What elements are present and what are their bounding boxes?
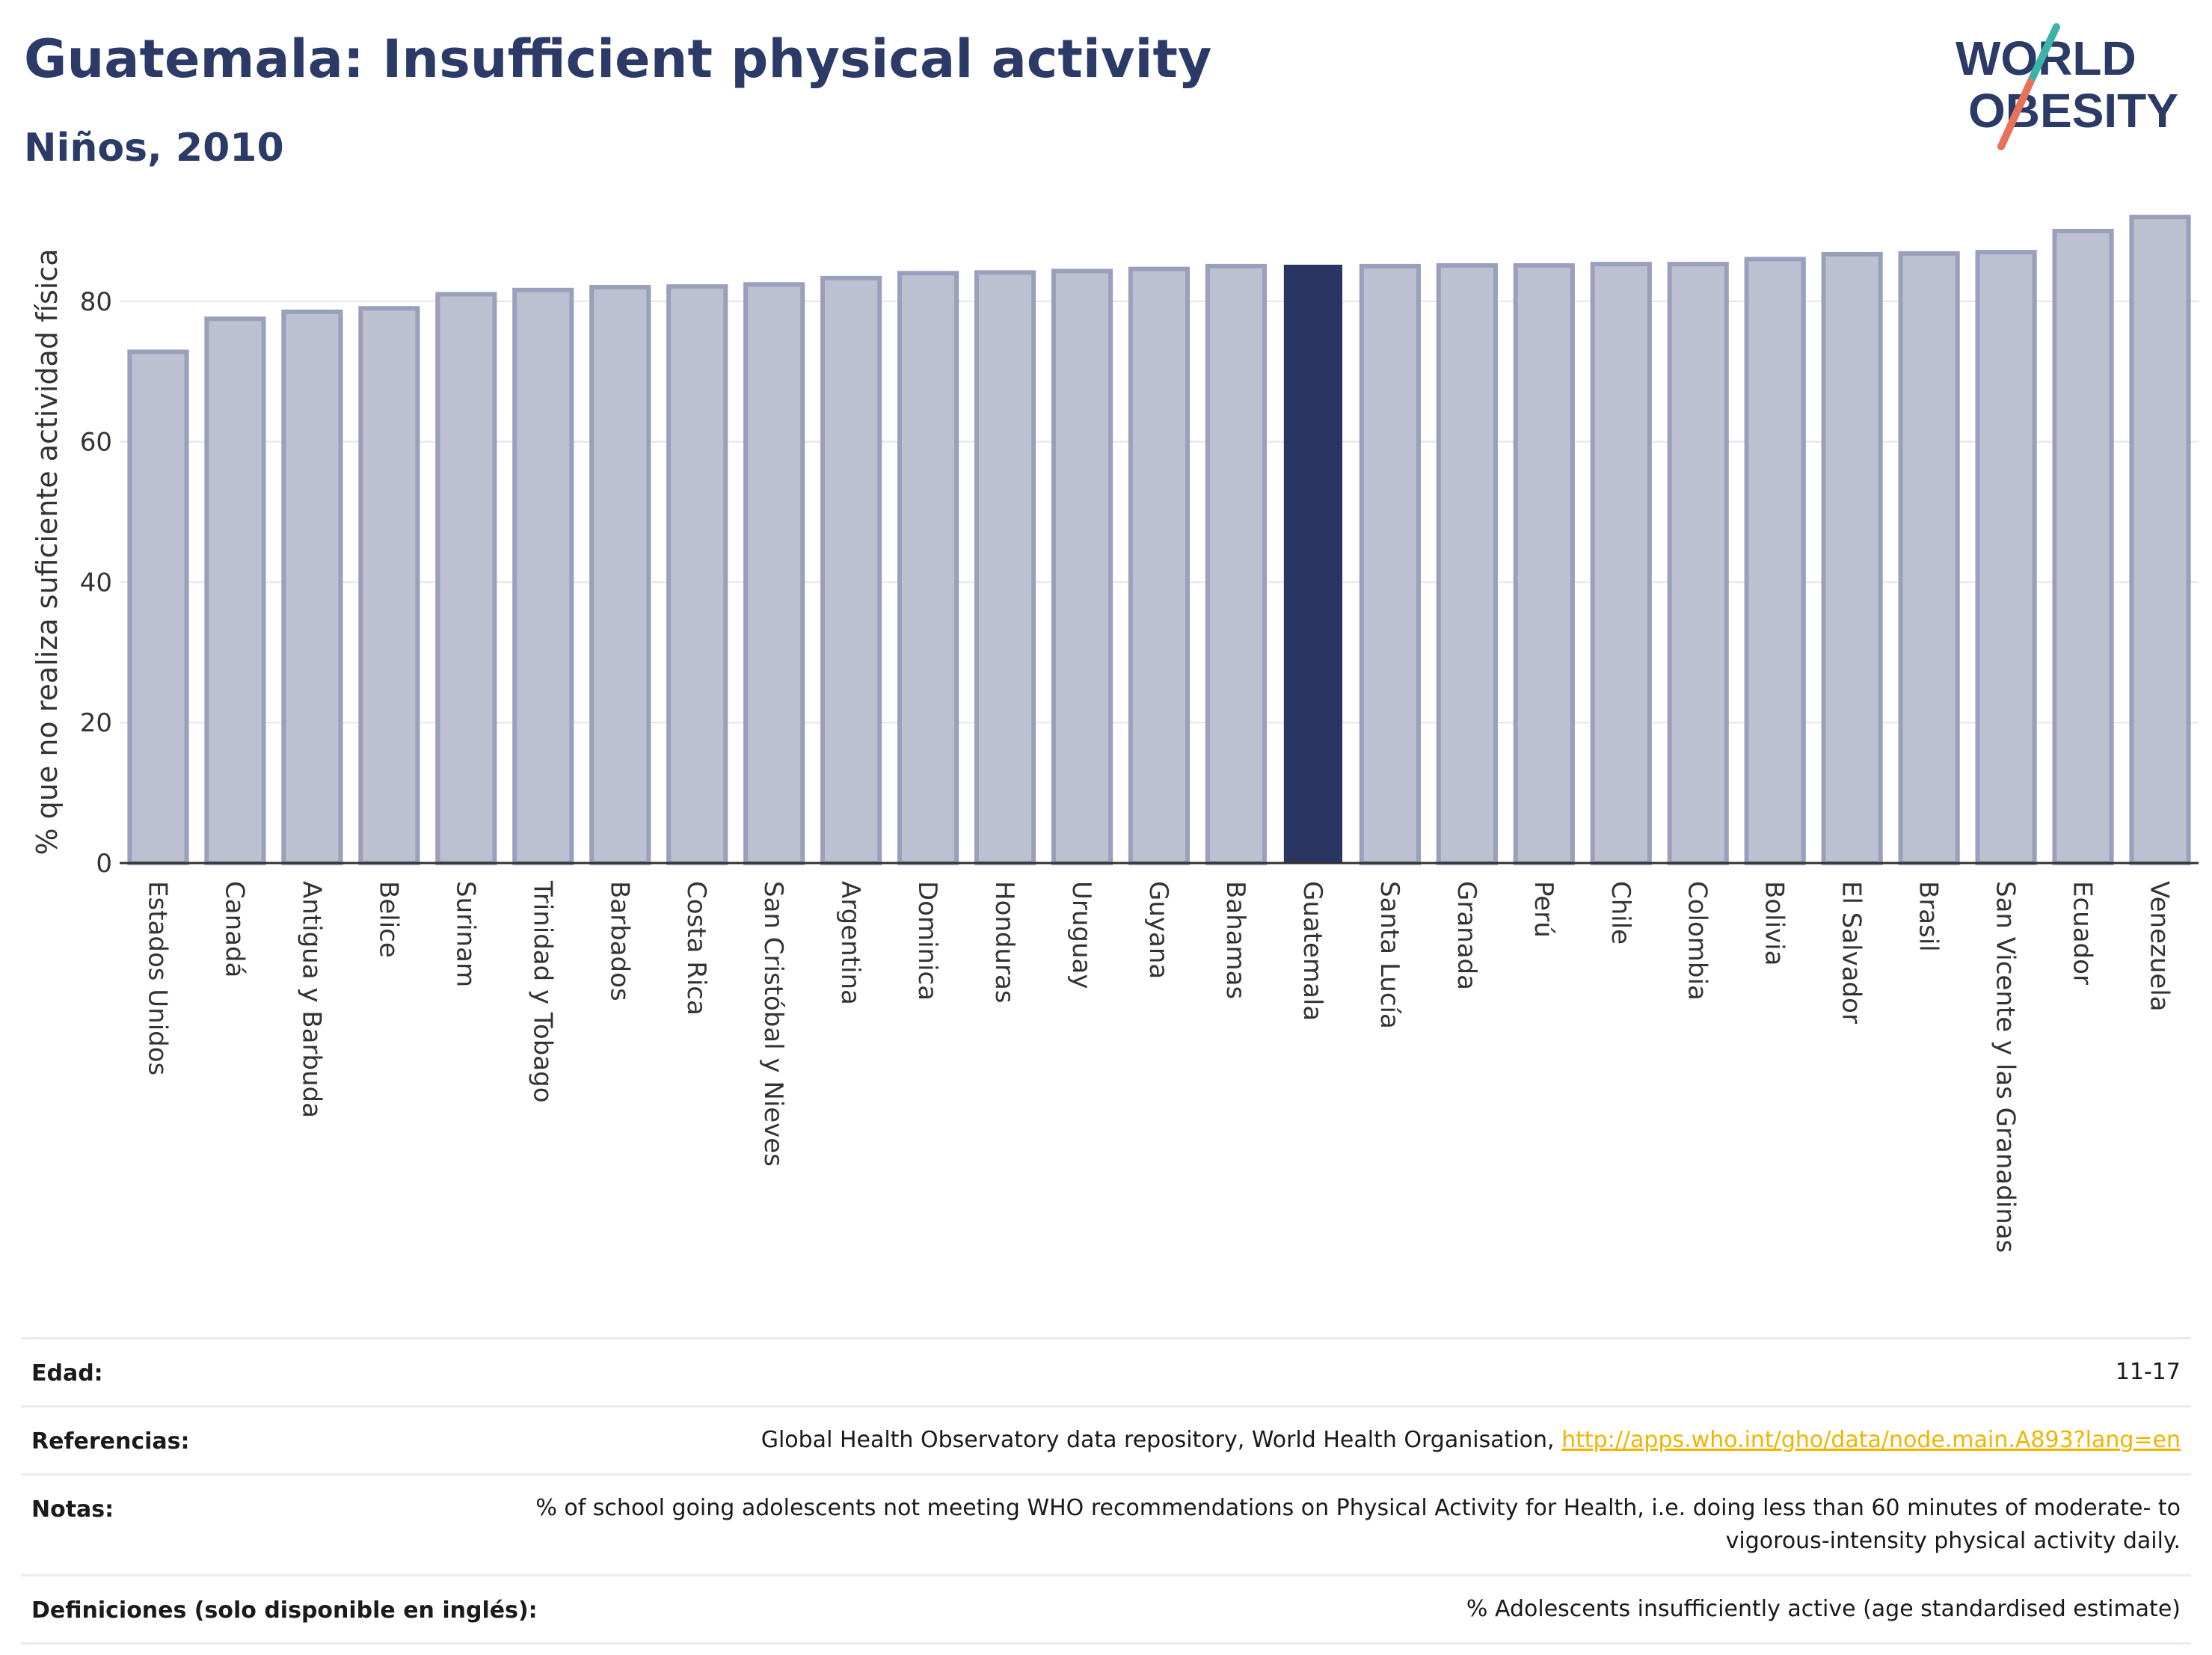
x-tick-label: Estados Unidos	[142, 881, 172, 1075]
chart-subtitle: Niños, 2010	[24, 126, 284, 171]
y-tick-label: 40	[80, 568, 112, 598]
x-tick-label: Brasil	[1914, 881, 1944, 952]
x-tick-label: San Vicente y las Granadinas	[1991, 881, 2021, 1253]
x-tick-label: Belice	[373, 881, 403, 958]
bar-canad-[interactable]	[204, 316, 266, 865]
bar-bolivia[interactable]	[1744, 257, 1806, 865]
logo-slash-bottom	[1997, 79, 2034, 150]
definiciones-label: Definiciones (solo disponible en inglés)…	[31, 1597, 538, 1624]
bar-bahamas[interactable]	[1205, 263, 1268, 866]
x-tick-label: Uruguay	[1066, 881, 1096, 989]
world-obesity-logo: WORLD OBESITY	[1956, 23, 2178, 150]
bar-el-salvador[interactable]	[1821, 251, 1883, 865]
x-tick-labels: Estados Unidos Canadá Antigua y Barbuda Bel…	[142, 880, 2174, 1253]
bar-san-vicente-y-las-granadinas[interactable]	[1975, 250, 2037, 865]
meta-row-notas: Notas: % of school going adolescents not…	[21, 1473, 2191, 1574]
bar-chart: 0 20 40 60 80 Estados Unidos Canadá Antigua y …	[31, 215, 2199, 1253]
x-tick-label: Ecuador	[2068, 881, 2098, 985]
meta-row-referencias: Referencias: Global Health Observatory d…	[21, 1405, 2191, 1473]
x-tick-label: El Salvador	[1837, 881, 1867, 1024]
x-tick-label: Canadá	[219, 881, 249, 977]
meta-row-edad: Edad: 11-17	[21, 1337, 2191, 1405]
bar-guatemala[interactable]	[1283, 264, 1343, 864]
bars	[127, 215, 2191, 866]
bar-san-crist-bal-y-nieves[interactable]	[743, 282, 805, 865]
y-tick-labels: 0 20 40 60 80	[80, 287, 112, 879]
x-tick-label: Bahamas	[1220, 881, 1250, 999]
x-tick-label: Trinidad y Tobago	[527, 880, 557, 1103]
x-tick-label: Surinam	[450, 881, 480, 987]
logo-slash-top	[2027, 23, 2060, 86]
referencias-text: Global Health Observatory data repositor…	[761, 1427, 1555, 1453]
notas-label: Notas:	[31, 1496, 114, 1523]
x-tick-label: Barbados	[604, 881, 634, 1001]
referencias-label: Referencias:	[31, 1428, 190, 1455]
bar-per-[interactable]	[1513, 262, 1575, 865]
meta-row-definiciones: Definiciones (solo disponible en inglés)…	[21, 1574, 2191, 1645]
x-tick-label: Perú	[1529, 881, 1558, 938]
bar-surinam[interactable]	[435, 292, 497, 865]
bar-estados-unidos[interactable]	[127, 349, 189, 866]
y-axis-title: % que no realiza suficiente actividad fí…	[31, 249, 64, 856]
x-tick-label: Argentina	[835, 881, 865, 1005]
bar-honduras[interactable]	[974, 270, 1036, 865]
notas-value: % of school going adolescents not meetin…	[535, 1495, 2181, 1554]
metadata-table: Edad: 11-17 Referencias: Global Health O…	[21, 1337, 2191, 1645]
bar-granada[interactable]	[1436, 262, 1498, 865]
y-tick-label: 80	[80, 287, 112, 317]
bar-dominica[interactable]	[897, 271, 959, 865]
x-tick-label: Colombia	[1683, 881, 1712, 1001]
bar-venezuela[interactable]	[2129, 215, 2191, 866]
x-tick-label: Antigua y Barbuda	[296, 881, 326, 1118]
y-tick-label: 0	[96, 849, 112, 879]
x-tick-label: Santa Lucía	[1374, 881, 1404, 1029]
bar-argentina[interactable]	[820, 275, 882, 865]
bar-costa-rica[interactable]	[666, 284, 728, 865]
x-tick-label: Dominica	[912, 881, 942, 1001]
definiciones-value: % Adolescents insufficiently active (age…	[1466, 1596, 2181, 1622]
x-tick-label: Honduras	[989, 881, 1019, 1004]
edad-label: Edad:	[31, 1360, 103, 1387]
x-tick-label: Bolivia	[1760, 881, 1789, 965]
bar-ecuador[interactable]	[2052, 228, 2114, 865]
bar-antigua-y-barbuda[interactable]	[281, 309, 343, 865]
bar-belice[interactable]	[358, 306, 420, 865]
x-tick-label: Guyana	[1143, 881, 1173, 979]
bar-brasil[interactable]	[1898, 251, 1960, 865]
bar-uruguay[interactable]	[1051, 268, 1113, 866]
logo-line2: OBESITY	[1968, 84, 2178, 138]
x-tick-label: Costa Rica	[681, 881, 711, 1016]
logo-line1: WORLD	[1956, 31, 2136, 85]
edad-value: 11-17	[2115, 1359, 2181, 1385]
bar-santa-luc-a[interactable]	[1359, 263, 1421, 866]
x-tick-label: Venezuela	[2145, 881, 2175, 1012]
x-tick-label: San Cristóbal y Nieves	[758, 881, 788, 1167]
bar-guyana[interactable]	[1128, 266, 1191, 865]
y-tick-label: 20	[80, 708, 112, 738]
x-tick-label: Chile	[1606, 881, 1635, 945]
bar-barbados[interactable]	[589, 285, 651, 865]
bar-trinidad-y-tobago[interactable]	[512, 287, 574, 865]
y-tick-label: 60	[80, 428, 112, 458]
bar-colombia[interactable]	[1667, 262, 1729, 865]
x-tick-label: Guatemala	[1297, 881, 1327, 1021]
referencias-value: Global Health Observatory data repositor…	[761, 1407, 2181, 1473]
bar-chile[interactable]	[1590, 262, 1652, 865]
reference-link[interactable]: http://apps.who.int/gho/data/node.main.A…	[1561, 1427, 2181, 1453]
chart-title: Guatemala: Insufficient physical activit…	[24, 28, 1212, 90]
x-tick-label: Granada	[1451, 881, 1481, 990]
